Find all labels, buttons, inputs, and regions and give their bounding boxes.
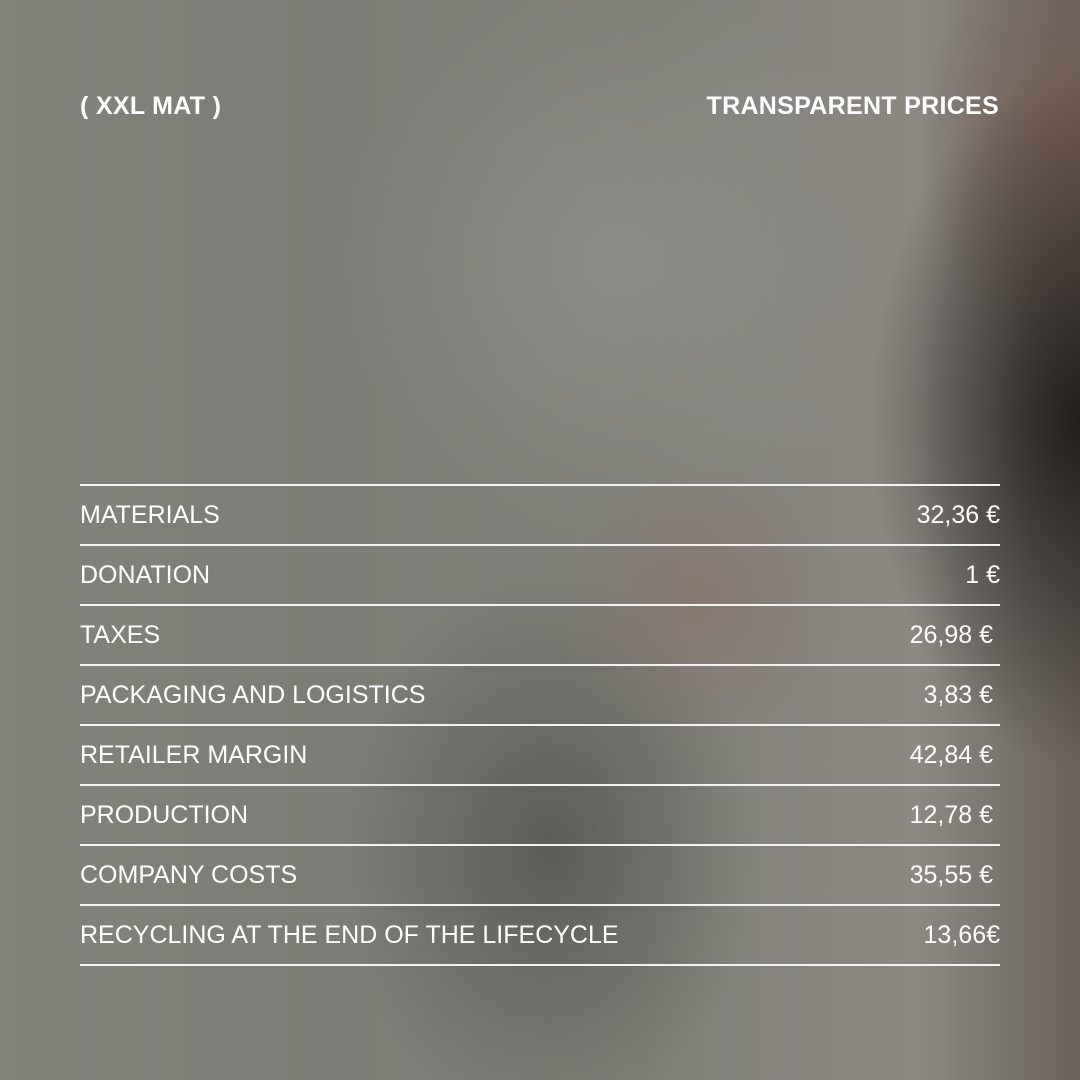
price-value: 1 € <box>965 560 1000 589</box>
price-label: MATERIALS <box>80 500 220 529</box>
brand-title: ( XXL MAT ) <box>80 92 222 120</box>
price-value: 42,84 € <box>909 740 993 769</box>
price-label: TAXES <box>80 620 161 649</box>
price-row: RECYCLING AT THE END OF THE LIFECYCLE 13,… <box>80 906 1000 966</box>
price-value: 3,83 € <box>923 680 993 709</box>
price-label: COMPANY COSTS <box>80 860 298 889</box>
price-row: MATERIALS 32,36 € <box>80 486 1000 546</box>
page-title: TRANSPARENT PRICES <box>706 92 999 120</box>
price-label: PACKAGING AND LOGISTICS <box>80 680 426 709</box>
price-value: 13,66€ <box>923 920 1000 949</box>
price-value: 26,98 € <box>909 620 993 649</box>
price-row: PRODUCTION 12,78 € <box>80 786 1000 846</box>
price-label: RETAILER MARGIN <box>80 740 308 769</box>
price-value: 12,78 € <box>909 800 993 829</box>
price-row: DONATION 1 € <box>80 546 1000 606</box>
price-label: PRODUCTION <box>80 800 249 829</box>
price-value: 35,55 € <box>909 860 993 889</box>
price-row: TAXES 26,98 € <box>80 606 1000 666</box>
price-label: DONATION <box>80 560 211 589</box>
price-breakdown-table: MATERIALS 32,36 € DONATION 1 € TAXES 26,98 … <box>80 484 1000 966</box>
price-row: RETAILER MARGIN 42,84 € <box>80 726 1000 786</box>
price-value: 32,36 € <box>916 500 1000 529</box>
price-label: RECYCLING AT THE END OF THE LIFECYCLE <box>80 920 619 949</box>
price-row: COMPANY COSTS 35,55 € <box>80 846 1000 906</box>
price-row: PACKAGING AND LOGISTICS 3,83 € <box>80 666 1000 726</box>
